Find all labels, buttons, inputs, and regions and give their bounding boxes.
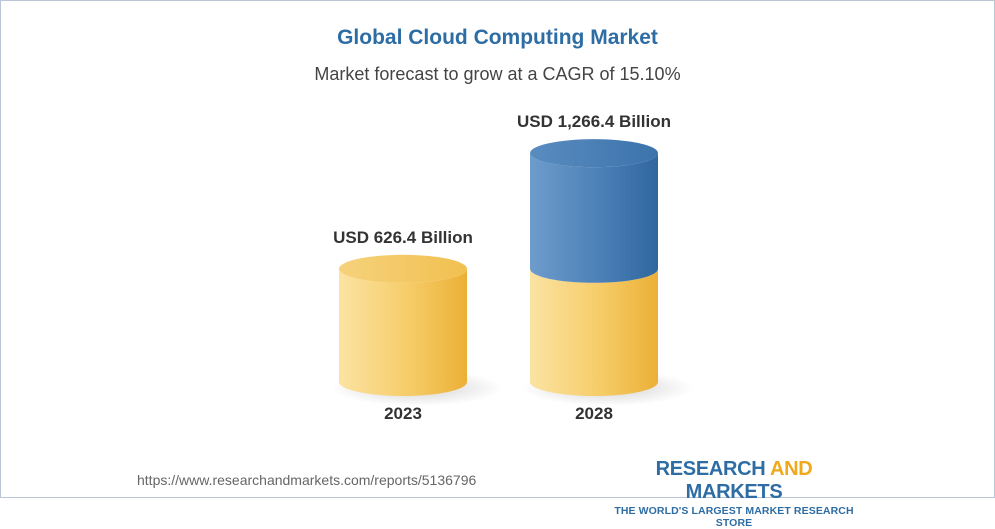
brand-name-part1: RESEARCH bbox=[655, 458, 770, 480]
brand-name-part3: MARKETS bbox=[685, 481, 783, 503]
brand-logo[interactable]: RESEARCH AND MARKETS THE WORLD'S LARGEST… bbox=[606, 458, 862, 529]
bar-base-segment-year-2028 bbox=[530, 268, 658, 396]
cylinder-chart: USD 626.4 Billion 2023 USD 1,266.4 Billion… bbox=[331, 112, 694, 423]
bar-top-year-2023 bbox=[339, 254, 467, 283]
chart-title: Global Cloud Computing Market bbox=[337, 26, 658, 49]
chart-subtitle: Market forecast to grow at a CAGR of 15.… bbox=[314, 64, 681, 84]
chart-frame bbox=[0, 0, 995, 498]
bar-top-year-2028 bbox=[530, 139, 658, 168]
bar-growth-segment-year-2028 bbox=[530, 153, 658, 283]
data-label-year-2023: USD 626.4 Billion bbox=[333, 228, 473, 247]
bar-year-2023 bbox=[339, 268, 467, 396]
brand-name: RESEARCH AND MARKETS bbox=[606, 458, 862, 504]
brand-name-accent: AND bbox=[769, 458, 813, 480]
category-label-year-2023: 2023 bbox=[384, 404, 422, 423]
source-url[interactable]: https://www.researchandmarkets.com/repor… bbox=[137, 472, 477, 488]
data-label-year-2028: USD 1,266.4 Billion bbox=[517, 112, 671, 131]
brand-tagline: THE WORLD'S LARGEST MARKET RESEARCH STOR… bbox=[614, 505, 854, 529]
category-label-year-2028: 2028 bbox=[575, 404, 613, 423]
